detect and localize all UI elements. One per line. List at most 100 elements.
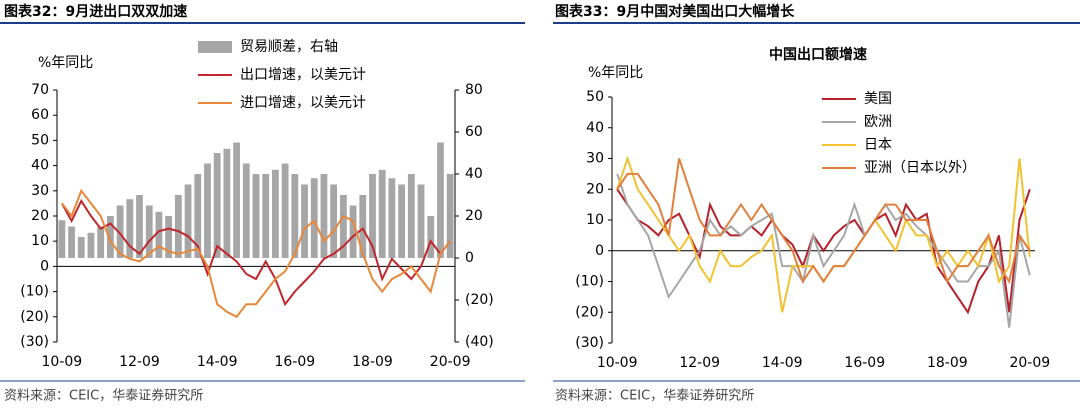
bar [126,199,134,258]
bar [77,237,85,258]
x-tick-label: 12-09 [119,354,160,370]
y2-tick-label: 80 [465,82,483,98]
bar [184,184,192,258]
bar [320,174,328,258]
x-tick-label: 14-09 [197,354,238,370]
source: 资料来源：CEIC，华泰证券研究所 [4,388,203,404]
bar [174,195,182,258]
x-tick-label: 20-09 [430,354,471,370]
y2-tick-label: (20) [465,292,494,308]
y-tick-label: (10) [575,274,604,290]
bar [97,226,105,258]
bar [437,142,444,258]
y-tick-label: 0 [40,258,49,274]
legend-label: 日本 [864,137,892,153]
bar [68,226,75,258]
y-tick-label: (20) [20,309,49,325]
y-tick-label: 30 [586,151,604,167]
legend-label: 出口增速，以美元计 [240,67,366,83]
heading: 图表33：9月中国对美国出口大幅增长 [555,3,795,20]
line-series [616,158,1031,284]
y-tick-label: (30) [575,335,604,351]
bar [446,174,454,258]
y-tick-label: 60 [31,107,49,123]
x-tick-label: 10-09 [597,355,638,371]
y-tick-label: 20 [586,181,604,197]
y-tick-label: (10) [20,284,49,300]
bar [407,174,415,258]
line-series [61,198,451,307]
y2-tick-label: 40 [465,166,483,182]
y2-tick-label: 0 [465,250,474,266]
y-tick-label: 70 [31,82,49,98]
y-tick-label: 50 [31,132,49,148]
x-tick-label: 16-09 [844,355,885,371]
bar [87,232,95,258]
bar [204,163,211,258]
x-tick-label: 18-09 [927,355,968,371]
y-tick-label: 30 [31,183,49,199]
legend-label: 欧洲 [864,114,892,130]
heading: 图表32：9月进出口双双加速 [4,3,187,20]
y-tick-label: 10 [31,233,49,249]
bar [155,211,163,258]
x-tick-label: 14-09 [762,355,803,371]
legend-label: 进口增速，以美元计 [240,95,366,111]
bar [291,174,299,258]
line-series [616,173,1031,328]
bar [369,174,376,258]
y-tick-label: (20) [575,304,604,320]
legend-label: 贸易顺差，右轴 [240,39,338,55]
bar [213,153,221,258]
source: 资料来源：CEIC，华泰证券研究所 [555,388,754,404]
bar [252,174,260,258]
y-tick-label: 40 [31,158,49,174]
bar [339,195,347,258]
x-tick-label: 10-09 [42,354,83,370]
x-tick-label: 16-09 [274,354,315,370]
bar [359,195,367,258]
y-tick-label: 0 [595,243,604,259]
y-tick-label: 20 [31,208,49,224]
legend-label: 亚洲（日本以外） [864,160,976,176]
y-tick-label: 10 [586,212,604,228]
bar [378,169,386,258]
y-tick-label: 40 [586,120,604,136]
bar [330,184,338,258]
bar [136,195,143,258]
bar [301,184,308,258]
y-axis-label: %年同比 [588,65,643,81]
line-series [616,188,1031,315]
y-axis-label: %年同比 [38,55,93,71]
y-tick-label: (30) [20,334,49,350]
bar [233,142,240,258]
bar [417,184,425,258]
bar [242,163,250,258]
bar [165,216,173,258]
bar [262,174,270,258]
bar [223,148,231,258]
bar [398,184,406,258]
bar [427,216,435,258]
bar [272,169,279,258]
bar [106,216,114,258]
bar [349,205,357,258]
line-series [61,188,451,319]
x-tick-label: 18-09 [352,354,393,370]
x-tick-label: 20-09 [1009,355,1050,371]
bar [116,205,124,258]
legend-label: 美国 [864,91,892,107]
y2-tick-label: 20 [465,208,483,224]
y2-tick-label: (40) [465,334,494,350]
x-tick-label: 12-09 [679,355,720,371]
y-tick-label: 50 [586,89,604,105]
bar [194,174,202,258]
bar [145,205,153,258]
bar [388,178,396,258]
legend-swatch [198,41,232,53]
chart-title: 中国出口额增速 [769,46,867,63]
y2-tick-label: 60 [465,124,483,140]
bar [310,178,318,258]
